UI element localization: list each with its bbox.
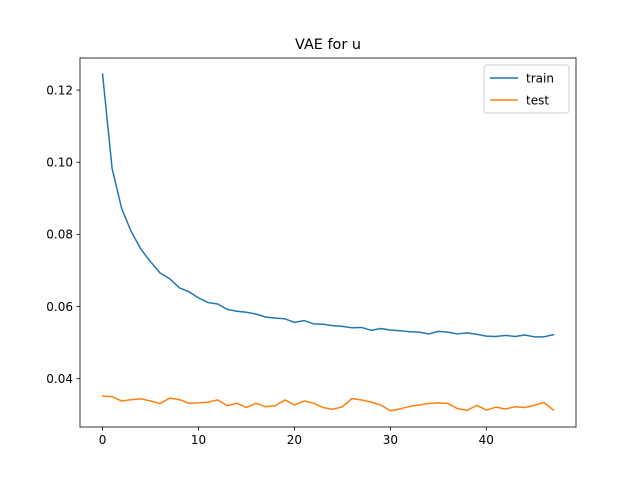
series-line-train: [101, 73, 555, 338]
y-tick-label: 0.12: [46, 83, 73, 97]
x-tick-label: 20: [287, 433, 302, 447]
y-tick-label: 0.08: [46, 228, 73, 242]
y-tick-label: 0.04: [46, 372, 73, 386]
legend-label-test: test: [526, 93, 549, 107]
y-tick-label: 0.06: [46, 300, 73, 314]
axes-frame: [79, 57, 577, 428]
x-tick-label: 30: [383, 433, 398, 447]
chart-title: VAE for u: [295, 37, 361, 53]
legend-box: [483, 64, 570, 114]
series-line-test: [101, 395, 555, 412]
x-tick-label: 0: [99, 433, 107, 447]
x-tick-label: 40: [479, 433, 494, 447]
x-tick-label: 10: [191, 433, 206, 447]
y-tick-label: 0.10: [46, 156, 73, 170]
plot-area: 0 10 20 30 40 0.04 0.06 0.08 0.10 0.12 train test: [46, 57, 577, 447]
legend-label-train: train: [526, 71, 554, 85]
